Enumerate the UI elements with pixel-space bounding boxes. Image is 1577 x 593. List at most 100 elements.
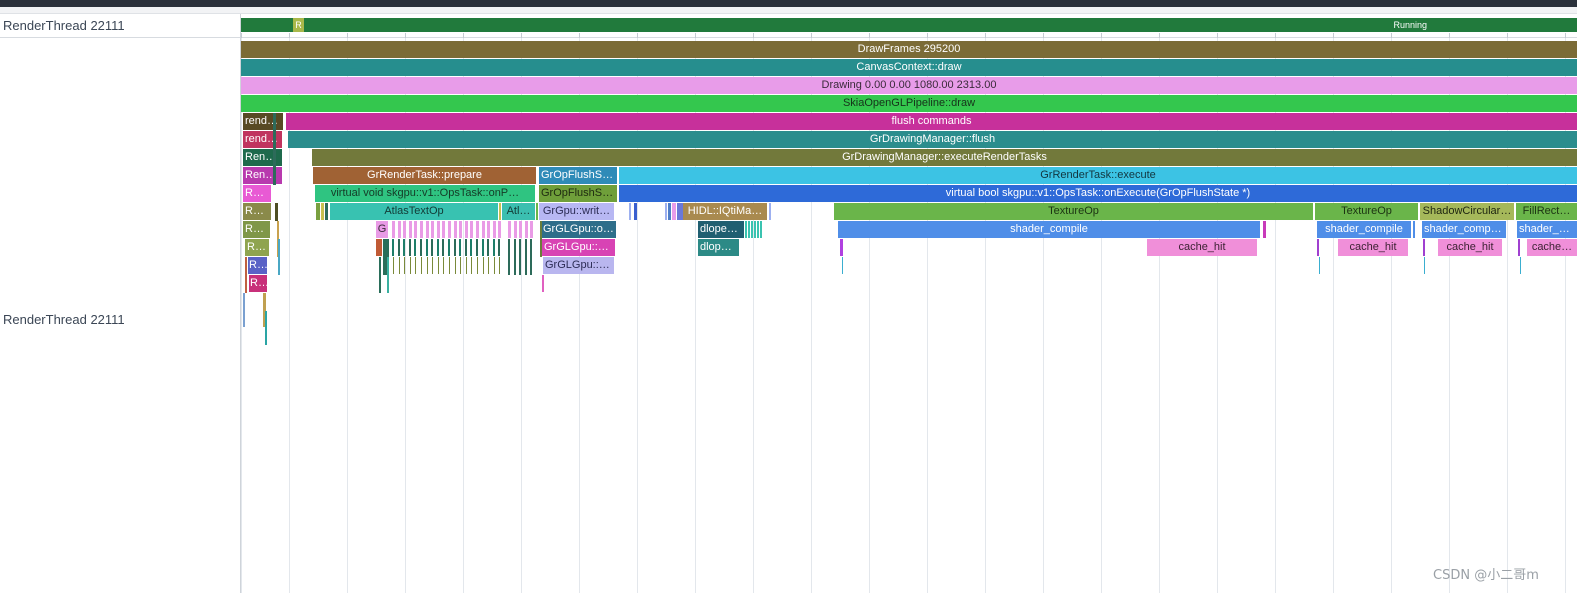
thin-slice[interactable] [481, 221, 485, 238]
thin-slice[interactable] [842, 257, 843, 274]
slice-ops-task-onprepare[interactable]: virtual void skgpu::v1::OpsTask::onP… [315, 185, 535, 202]
thin-slice[interactable] [492, 221, 496, 238]
thin-slice[interactable] [278, 239, 280, 275]
slice-drawing[interactable]: Drawing 0.00 0.00 1080.00 2313.00 [241, 77, 1577, 94]
thin-slice[interactable] [769, 203, 771, 220]
slice-grglgpu-u[interactable]: GrGLGpu::u… [542, 239, 615, 256]
thin-slice[interactable] [487, 221, 491, 238]
thin-slice[interactable] [524, 221, 528, 238]
thin-slice[interactable] [442, 239, 445, 256]
thin-slice[interactable] [448, 239, 450, 256]
thin-slice[interactable] [316, 203, 320, 220]
thin-slice[interactable] [1319, 257, 1320, 274]
thin-slice[interactable] [1423, 239, 1425, 256]
thin-slice[interactable] [1263, 221, 1266, 238]
thin-slice[interactable] [243, 293, 245, 327]
thin-slice[interactable] [449, 257, 450, 274]
thin-slice[interactable] [397, 221, 401, 238]
thin-slice[interactable] [513, 239, 516, 275]
thin-slice[interactable] [751, 221, 753, 238]
slice-skia-pipeline[interactable]: SkiaOpenGLPipeline::draw [241, 95, 1577, 112]
slice-left-stack-4[interactable]: Ren… [243, 185, 271, 202]
thin-slice[interactable] [431, 239, 434, 256]
thin-slice[interactable] [379, 257, 381, 293]
thin-slice[interactable] [398, 257, 400, 274]
thin-slice[interactable] [436, 239, 439, 256]
thin-slice[interactable] [745, 221, 747, 238]
slice-grglgpu-t[interactable]: GrGLGpu::T… [543, 257, 614, 274]
thread-slice-track-label[interactable]: RenderThread 22111 [3, 312, 125, 327]
thin-slice[interactable] [499, 257, 501, 274]
thin-slice[interactable] [1520, 257, 1521, 274]
slice-left-stack-2[interactable]: Rende… [243, 149, 282, 166]
slice-left-stack-6[interactable]: Ren… [243, 221, 270, 238]
thin-slice[interactable] [393, 257, 394, 274]
thin-slice[interactable] [498, 221, 502, 238]
thin-slice[interactable] [453, 221, 457, 238]
thin-slice[interactable] [524, 239, 527, 275]
thin-slice[interactable] [460, 257, 462, 274]
thin-slice[interactable] [470, 221, 474, 238]
thin-slice[interactable] [453, 239, 456, 256]
slice-op-flush-state-1[interactable]: GrOpFlushSt… [539, 167, 617, 184]
thin-slice[interactable] [392, 239, 394, 256]
slice-draw-frames[interactable]: DrawFrames 295200 [241, 41, 1577, 58]
thin-slice[interactable] [672, 203, 676, 220]
slice-render-task-execute[interactable]: GrRenderTask::execute [619, 167, 1577, 184]
thin-slice[interactable] [530, 239, 532, 275]
thin-slice[interactable] [425, 239, 428, 256]
thin-slice[interactable] [477, 257, 478, 274]
thin-slice[interactable] [748, 221, 750, 238]
slice-texture-op-2[interactable]: TextureOp [1315, 203, 1418, 220]
thin-slice[interactable] [321, 203, 324, 220]
thin-slice[interactable] [470, 239, 473, 256]
slice-dlopen-2[interactable]: dlope… [698, 239, 739, 256]
thin-slice[interactable] [757, 221, 759, 238]
thin-slice[interactable] [840, 239, 843, 256]
thin-slice[interactable] [1317, 239, 1319, 256]
thin-slice[interactable] [397, 239, 400, 256]
thin-slice[interactable] [536, 203, 538, 220]
slice-atl-short[interactable]: Atl… [502, 203, 535, 220]
thin-slice[interactable] [487, 239, 490, 256]
slice-texture-op-1[interactable]: TextureOp [834, 203, 1313, 220]
thin-slice[interactable] [414, 239, 417, 256]
thin-slice[interactable] [464, 221, 468, 238]
slice-grglgpu-on[interactable]: GrGLGpu::on… [541, 221, 616, 238]
thin-slice[interactable] [431, 221, 435, 238]
slice-dlopen-1[interactable]: dlopen… [698, 221, 744, 238]
thread-state-track[interactable] [0, 14, 1577, 38]
thin-slice[interactable] [420, 239, 422, 256]
thin-slice[interactable] [426, 257, 428, 274]
thin-slice[interactable] [273, 113, 276, 185]
thin-slice[interactable] [493, 257, 495, 274]
thin-slice[interactable] [442, 221, 446, 238]
thin-slice[interactable] [629, 203, 631, 220]
thin-slice[interactable] [265, 311, 267, 345]
slice-drawing-manager-flush[interactable]: GrDrawingManager::flush [288, 131, 1577, 148]
thin-slice[interactable] [481, 239, 484, 256]
slice-g-short[interactable]: G [376, 221, 388, 238]
thin-slice[interactable] [408, 239, 411, 256]
thin-slice[interactable] [443, 257, 445, 274]
thin-slice[interactable] [476, 239, 478, 256]
thin-slice[interactable] [530, 221, 533, 238]
slice-atlas-text-op[interactable]: AtlasTextOp [330, 203, 498, 220]
slice-op-flush-state-2[interactable]: GrOpFlushSt… [539, 185, 617, 202]
slice-left-stack-1[interactable]: rende… [243, 131, 282, 148]
slice-canvas-context-draw[interactable]: CanvasContext::draw [241, 59, 1577, 76]
thin-slice[interactable] [1413, 221, 1415, 238]
thin-slice[interactable] [409, 257, 411, 274]
slice-shader-compile-2[interactable]: shader_compile [1317, 221, 1411, 238]
thin-slice[interactable] [425, 221, 429, 238]
slice-grgpu-write[interactable]: GrGpu::writ… [539, 203, 614, 220]
thin-slice[interactable] [420, 221, 423, 238]
thin-slice[interactable] [383, 239, 389, 275]
slice-shader-compile-3[interactable]: shader_compi… [1422, 221, 1506, 238]
slice-cache-hit-2[interactable]: cache_hit [1338, 239, 1408, 256]
slice-left-stack-9[interactable]: R… [249, 275, 267, 292]
thin-slice[interactable] [498, 239, 501, 256]
thin-slice[interactable] [1424, 257, 1425, 274]
thin-slice[interactable] [492, 239, 495, 256]
state-running[interactable]: Running [241, 18, 1577, 32]
